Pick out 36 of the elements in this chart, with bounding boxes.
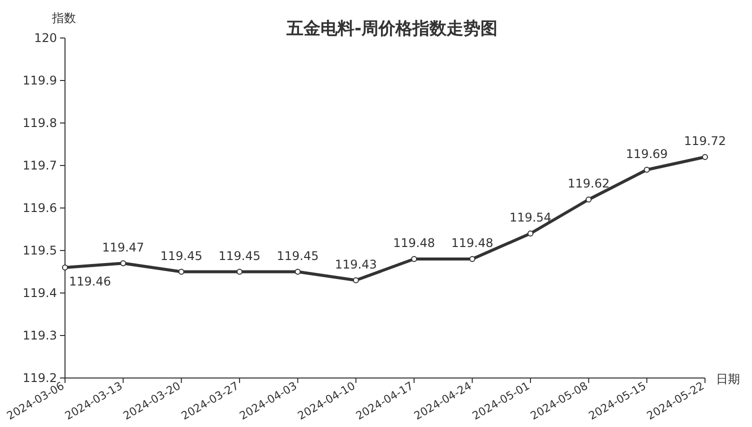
point (411, 256, 418, 262)
point (644, 166, 650, 173)
y-axis-title: 指数 (51, 11, 76, 25)
data-label: 119.45 (276, 248, 319, 263)
y-tick-label: 119.4 (22, 286, 57, 300)
data-label: 119.45 (160, 248, 202, 263)
chart-title: 五金电料-周价格指数走势图 (285, 19, 498, 39)
data-label: 119.48 (393, 236, 436, 250)
point (702, 154, 708, 160)
point (178, 268, 184, 275)
data-label: 119.48 (451, 236, 494, 250)
data-label: 119.72 (684, 134, 726, 148)
data-label: 119.54 (509, 210, 552, 224)
y-tick-label: 119.9 (22, 74, 57, 88)
data-label: 119.47 (102, 240, 144, 254)
point (527, 230, 534, 236)
point (586, 196, 592, 202)
point (352, 277, 359, 284)
y-tick-label: 119.6 (22, 201, 57, 215)
data-label: 119.69 (626, 146, 668, 161)
data-label: 119.45 (218, 248, 261, 263)
data-label: 119.46 (69, 274, 111, 288)
y-tick-label: 119.2 (22, 371, 57, 385)
point (120, 260, 126, 266)
y-tick-label: 120 (34, 31, 57, 45)
point (294, 268, 301, 275)
point (62, 264, 68, 270)
data-label: 119.62 (568, 176, 610, 190)
point (236, 268, 243, 275)
y-tick-label: 119.7 (22, 158, 57, 172)
y-tick-label: 119.8 (22, 116, 57, 130)
y-tick-label: 119.3 (22, 328, 57, 342)
data-label: 119.43 (334, 257, 377, 272)
x-axis-title: 日期 (716, 372, 740, 386)
y-tick-label: 119.5 (22, 244, 57, 258)
point (469, 256, 476, 262)
